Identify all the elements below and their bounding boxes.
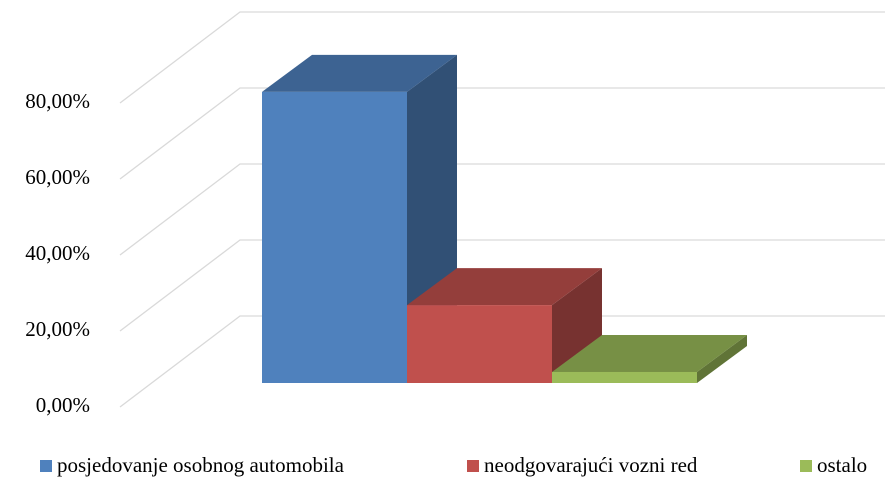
grid-line <box>119 315 885 408</box>
grid-line <box>119 11 885 104</box>
bar-top <box>262 54 457 92</box>
legend-swatch <box>800 460 812 472</box>
y-tick-label: 80,00% <box>25 89 90 113</box>
grid-line <box>119 163 885 256</box>
grid-line <box>119 87 885 180</box>
bar <box>407 305 552 383</box>
bar <box>262 91 407 384</box>
y-tick-label: 0,00% <box>36 393 90 417</box>
legend-label: posjedovanje osobnog automobila <box>57 453 345 477</box>
bar-top <box>407 268 602 306</box>
bar-side <box>697 334 747 383</box>
bar <box>552 371 697 383</box>
bar-top <box>552 334 747 372</box>
legend-swatch <box>467 460 479 472</box>
grid-line <box>119 239 885 332</box>
y-tick-label: 60,00% <box>25 165 90 189</box>
y-tick-label: 20,00% <box>25 317 90 341</box>
legend-label: neodgovarajući vozni red <box>484 453 698 477</box>
y-tick-label: 40,00% <box>25 241 90 265</box>
legend-label: ostalo <box>817 453 867 477</box>
legend-swatch <box>40 460 52 472</box>
